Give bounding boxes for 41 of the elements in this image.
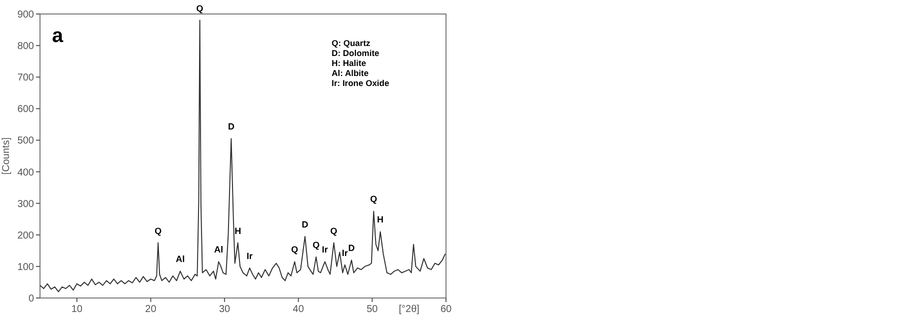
x-tick-label: 40 [292,304,304,315]
y-tick-label: 800 [17,41,34,52]
annotation: Ir [246,251,254,262]
annotation: D [302,219,309,230]
x-tick-label: 30 [218,304,231,315]
annotation: Al [214,244,224,255]
y-tick-label: 0 [28,294,34,304]
annotation: H [234,226,242,236]
y-tick-label: 900 [17,10,34,20]
annotation: Ir [322,244,328,255]
annotation: Q [291,244,298,255]
y-tick-label: 500 [17,136,34,147]
annotation: Q [312,240,320,250]
x-tick-label: 50 [366,304,378,315]
annotation: Ir [342,248,348,258]
annotation: Q: Quartz [332,38,370,48]
annotation: D [228,122,235,132]
annotation: Q [370,194,378,204]
y-tick-label: 100 [17,262,34,273]
text: a [52,25,64,47]
annotation: D [348,243,356,254]
x-tick-label: 20 [145,304,157,315]
annotation: D: Dolomite [332,48,380,58]
annotation: Q [154,226,162,236]
y-tick-label: 300 [17,198,34,210]
annotation: Ir: Irone Oxide [332,78,390,88]
x-tick-label: 60 [440,304,452,315]
y-tick-label: 400 [17,167,34,178]
y-tick-label: 700 [17,72,34,84]
x-tick-label: 10 [71,304,83,315]
line-series [40,20,446,292]
annotation: Q [330,226,338,236]
y-tick-label: 600 [17,104,34,116]
y-tick-label: 200 [17,230,34,242]
annotation: Al: Albite [332,68,369,78]
annotation: H [377,214,384,225]
x-axis-title: [°2θ] [398,304,420,315]
annotation: H: Halite [332,58,366,68]
annotation: Q [196,3,204,14]
annotation: Al [176,254,185,264]
y-axis-title: [Counts] [1,137,12,175]
